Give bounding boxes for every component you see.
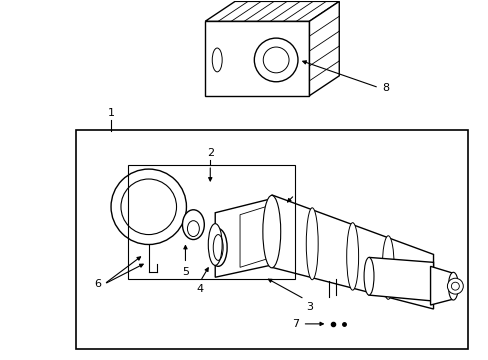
Circle shape [254, 38, 297, 82]
Ellipse shape [182, 210, 204, 239]
Ellipse shape [212, 48, 222, 72]
Polygon shape [271, 195, 433, 309]
Polygon shape [429, 266, 452, 305]
Text: 8: 8 [381, 83, 388, 93]
Text: 7: 7 [292, 319, 299, 329]
Text: 2: 2 [206, 148, 213, 158]
Ellipse shape [305, 208, 318, 280]
Ellipse shape [263, 195, 280, 268]
Polygon shape [368, 257, 433, 301]
Ellipse shape [447, 272, 457, 300]
Circle shape [447, 278, 462, 294]
Circle shape [111, 169, 186, 244]
Polygon shape [240, 205, 271, 267]
Bar [76, 130, 468, 349]
Ellipse shape [364, 257, 373, 295]
Text: 3: 3 [305, 302, 312, 312]
Text: 4: 4 [196, 284, 203, 294]
Text: 5: 5 [182, 267, 188, 277]
Ellipse shape [208, 224, 222, 265]
Ellipse shape [209, 229, 226, 266]
Ellipse shape [382, 236, 393, 299]
Polygon shape [309, 1, 339, 96]
Text: 1: 1 [107, 108, 114, 118]
Text: 6: 6 [94, 279, 101, 289]
Polygon shape [205, 1, 339, 21]
Bar [128, 165, 294, 279]
Bar [205, 21, 309, 96]
Ellipse shape [346, 223, 358, 290]
Polygon shape [215, 198, 274, 277]
